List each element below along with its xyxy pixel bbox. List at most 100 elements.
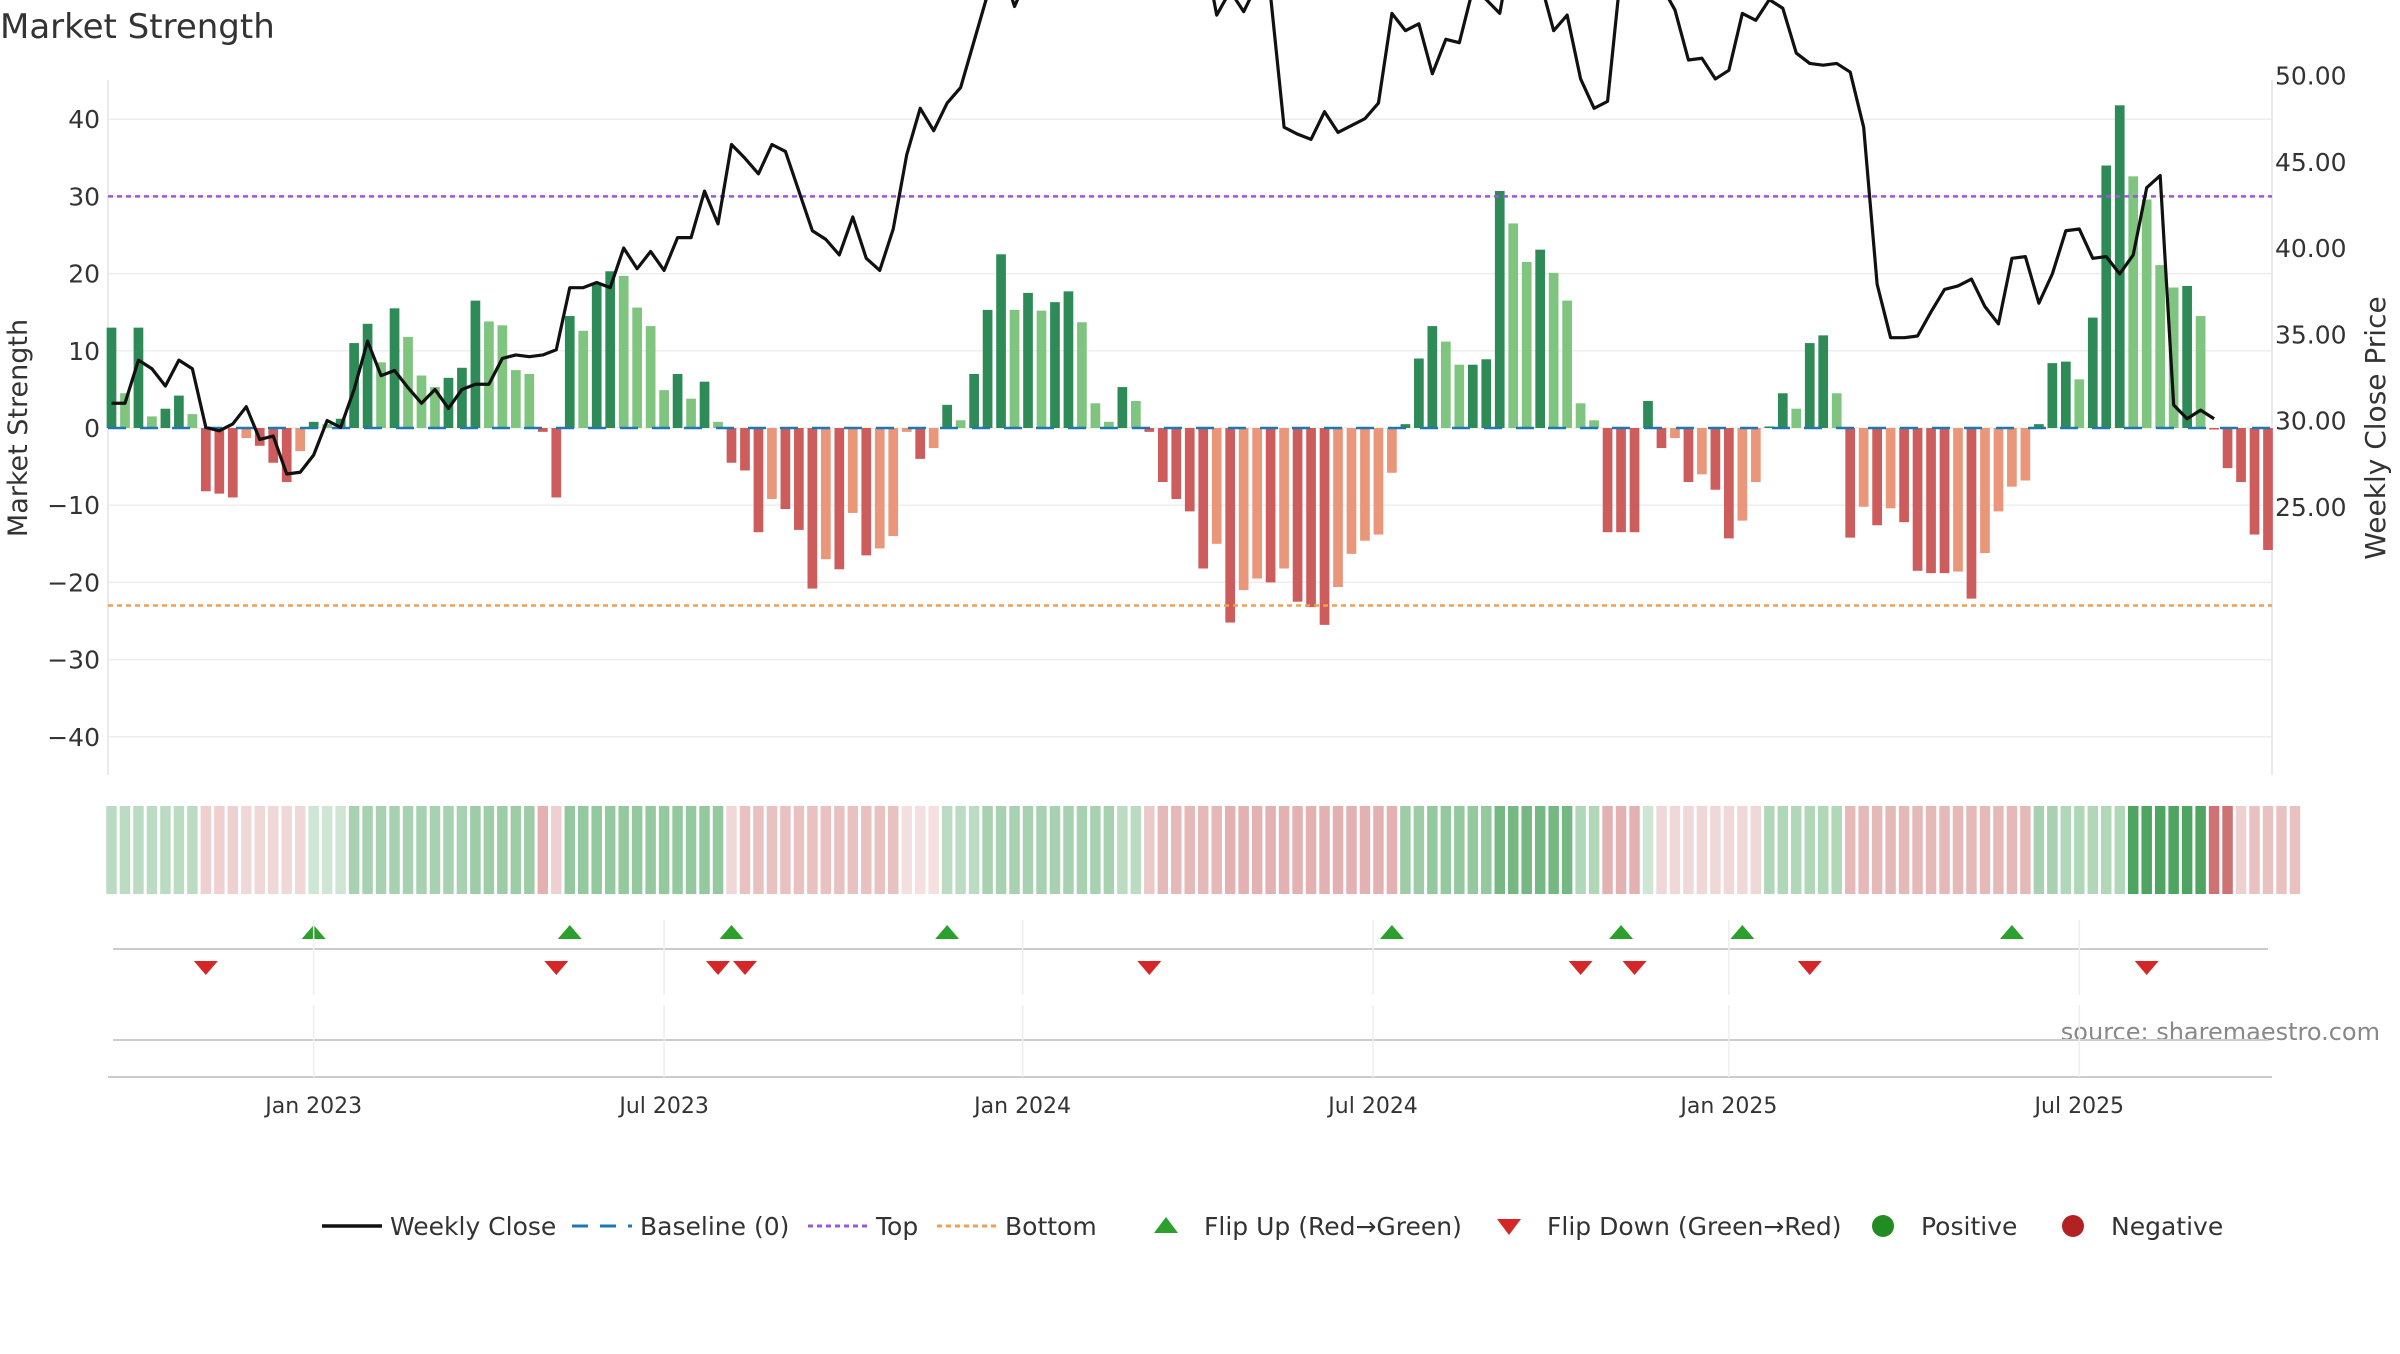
strength-bar bbox=[1454, 365, 1464, 428]
strength-bar bbox=[1818, 335, 1828, 428]
flip-down-marker bbox=[733, 961, 757, 975]
strength-bar bbox=[996, 254, 1006, 428]
flip-down-marker bbox=[544, 961, 568, 975]
regime-band-cell bbox=[1360, 806, 1370, 894]
regime-band-cell bbox=[888, 806, 898, 894]
strength-bar bbox=[2074, 379, 2084, 428]
regime-band-cell bbox=[942, 806, 952, 894]
strength-bar bbox=[2263, 428, 2273, 550]
legend-flip-down-icon bbox=[1497, 1219, 1521, 1235]
regime-band-cell bbox=[1198, 806, 1208, 894]
regime-band-cell bbox=[1468, 806, 1478, 894]
strength-bar bbox=[1724, 428, 1734, 538]
regime-band-cell bbox=[2209, 806, 2219, 894]
strength-bar bbox=[1899, 428, 1909, 522]
strength-bar bbox=[942, 405, 952, 428]
regime-band-cell bbox=[2061, 806, 2071, 894]
regime-band-cell bbox=[1939, 806, 1949, 894]
regime-band-cell bbox=[174, 806, 184, 894]
regime-band-cell bbox=[1643, 806, 1653, 894]
regime-band-cell bbox=[2276, 806, 2286, 894]
regime-band-cell bbox=[2168, 806, 2178, 894]
left-tick-label: 30 bbox=[68, 182, 100, 211]
regime-band-cell bbox=[1495, 806, 1505, 894]
regime-band-cell bbox=[281, 806, 291, 894]
regime-band-cell bbox=[713, 806, 723, 894]
strength-bar bbox=[1670, 428, 1680, 438]
regime-band-cell bbox=[1912, 806, 1922, 894]
strength-bar bbox=[1791, 409, 1801, 428]
regime-band-cell bbox=[497, 806, 507, 894]
x-tick-label: Jul 2025 bbox=[2033, 1094, 2125, 1119]
flip-down-marker bbox=[1798, 961, 1822, 975]
regime-band-cell bbox=[2290, 806, 2300, 894]
strength-bar bbox=[498, 325, 508, 428]
right-tick-label: 30.00 bbox=[2275, 407, 2347, 436]
strength-bar bbox=[2021, 428, 2031, 481]
regime-band-cell bbox=[2034, 806, 2044, 894]
strength-bar bbox=[1333, 428, 1343, 587]
strength-bar bbox=[1266, 428, 1276, 582]
strength-bar bbox=[740, 428, 750, 470]
flip-down-marker bbox=[706, 961, 730, 975]
regime-band-cell bbox=[1818, 806, 1828, 894]
regime-band-cell bbox=[565, 806, 575, 894]
left-tick-label: −10 bbox=[47, 491, 100, 520]
regime-band-cell bbox=[2128, 806, 2138, 894]
strength-bar bbox=[861, 428, 871, 555]
right-tick-label: 50.00 bbox=[2275, 62, 2347, 91]
regime-band-cell bbox=[1211, 806, 1221, 894]
regime-band-cell bbox=[1238, 806, 1248, 894]
strength-bar bbox=[1994, 428, 2004, 511]
strength-bar bbox=[1360, 428, 1370, 541]
bars-layer bbox=[107, 105, 2273, 625]
strength-bar bbox=[241, 428, 251, 438]
strength-bar bbox=[686, 399, 696, 428]
regime-band-cell bbox=[861, 806, 871, 894]
legend-item-label: Negative bbox=[2111, 1212, 2223, 1241]
regime-band-cell bbox=[1023, 806, 1033, 894]
strength-bar bbox=[1886, 428, 1896, 508]
regime-band-cell bbox=[1589, 806, 1599, 894]
flip-up-marker bbox=[1730, 925, 1754, 939]
regime-band-cell bbox=[807, 806, 817, 894]
regime-band-cell bbox=[1751, 806, 1761, 894]
regime-band-cell bbox=[1562, 806, 1572, 894]
strength-bar bbox=[969, 374, 979, 428]
regime-band-cell bbox=[1791, 806, 1801, 894]
regime-band-cell bbox=[901, 806, 911, 894]
strength-bar bbox=[551, 428, 561, 497]
legend: Weekly Close Baseline (0) Top Bottom Flip Up… bbox=[322, 1212, 2223, 1241]
right-tick-label: 55.00 bbox=[2275, 0, 2347, 4]
regime-band-cell bbox=[2101, 806, 2111, 894]
regime-band-cell bbox=[2249, 806, 2259, 894]
regime-band-cell bbox=[1926, 806, 1936, 894]
flips-layer bbox=[113, 925, 2268, 1040]
regime-band-cell bbox=[2155, 806, 2165, 894]
line-layer bbox=[112, 0, 2215, 474]
strength-bar bbox=[457, 368, 467, 428]
regime-band-cell bbox=[578, 806, 588, 894]
regime-band-cell bbox=[1697, 806, 1707, 894]
source-label: source: sharemaestro.com bbox=[2061, 1018, 2380, 1046]
strength-bar bbox=[1252, 428, 1262, 579]
regime-band-cell bbox=[969, 806, 979, 894]
strength-bar bbox=[1293, 428, 1303, 602]
regime-band-cell bbox=[753, 806, 763, 894]
regime-band-cell bbox=[1616, 806, 1626, 894]
regime-band-cell bbox=[1683, 806, 1693, 894]
regime-band-cell bbox=[1158, 806, 1168, 894]
regime-band-cell bbox=[605, 806, 615, 894]
regime-band-cell bbox=[699, 806, 709, 894]
regime-band-cell bbox=[1872, 806, 1882, 894]
strength-bar bbox=[1738, 428, 1748, 521]
strength-bar bbox=[848, 428, 858, 513]
regime-band-cell bbox=[632, 806, 642, 894]
regime-band-cell bbox=[1441, 806, 1451, 894]
regime-band-cell bbox=[1993, 806, 2003, 894]
right-tick-label: 40.00 bbox=[2275, 234, 2347, 263]
strength-bar bbox=[578, 331, 588, 428]
regime-band-cell bbox=[1319, 806, 1329, 894]
strength-bar bbox=[1603, 428, 1613, 532]
regime-band-cell bbox=[1144, 806, 1154, 894]
